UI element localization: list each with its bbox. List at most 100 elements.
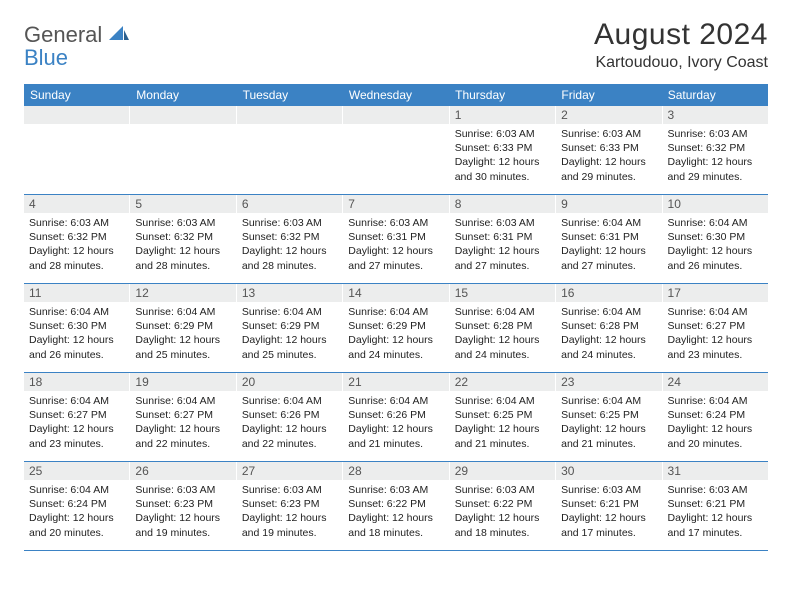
day-number (130, 106, 235, 124)
brand-text: General Blue (24, 24, 129, 70)
day-cell: 12Sunrise: 6:04 AMSunset: 6:29 PMDayligh… (130, 284, 236, 372)
day-detail: Sunrise: 6:03 AMSunset: 6:32 PMDaylight:… (130, 213, 235, 277)
day-number: 4 (24, 195, 129, 213)
day-detail: Sunrise: 6:04 AMSunset: 6:25 PMDaylight:… (556, 391, 661, 455)
day-cell: 5Sunrise: 6:03 AMSunset: 6:32 PMDaylight… (130, 195, 236, 283)
sunrise-text: Sunrise: 6:03 AM (455, 127, 550, 141)
sunrise-text: Sunrise: 6:04 AM (348, 394, 443, 408)
day-cell: 1Sunrise: 6:03 AMSunset: 6:33 PMDaylight… (450, 106, 556, 194)
day-detail: Sunrise: 6:04 AMSunset: 6:28 PMDaylight:… (450, 302, 555, 366)
day-cell: 8Sunrise: 6:03 AMSunset: 6:31 PMDaylight… (450, 195, 556, 283)
day-detail: Sunrise: 6:03 AMSunset: 6:21 PMDaylight:… (663, 480, 768, 544)
daylight-text: Daylight: 12 hours and 22 minutes. (135, 422, 230, 450)
day-number: 16 (556, 284, 661, 302)
day-cell: 25Sunrise: 6:04 AMSunset: 6:24 PMDayligh… (24, 462, 130, 550)
daylight-text: Daylight: 12 hours and 17 minutes. (668, 511, 763, 539)
weekday-header-row: SundayMondayTuesdayWednesdayThursdayFrid… (24, 84, 768, 106)
sunset-text: Sunset: 6:29 PM (348, 319, 443, 333)
daylight-text: Daylight: 12 hours and 29 minutes. (561, 155, 656, 183)
day-cell: 29Sunrise: 6:03 AMSunset: 6:22 PMDayligh… (450, 462, 556, 550)
day-number: 7 (343, 195, 448, 213)
day-cell: 24Sunrise: 6:04 AMSunset: 6:24 PMDayligh… (663, 373, 768, 461)
day-cell: 30Sunrise: 6:03 AMSunset: 6:21 PMDayligh… (556, 462, 662, 550)
day-cell: 28Sunrise: 6:03 AMSunset: 6:22 PMDayligh… (343, 462, 449, 550)
sunrise-text: Sunrise: 6:03 AM (135, 483, 230, 497)
daylight-text: Daylight: 12 hours and 21 minutes. (561, 422, 656, 450)
sunrise-text: Sunrise: 6:04 AM (242, 305, 337, 319)
daylight-text: Daylight: 12 hours and 26 minutes. (29, 333, 124, 361)
day-number (237, 106, 342, 124)
day-number: 11 (24, 284, 129, 302)
daylight-text: Daylight: 12 hours and 28 minutes. (135, 244, 230, 272)
week-row: 11 Sunrise: 6:04 AM Sunset: 6:30 PMDayligh… (24, 284, 768, 373)
day-cell: 23Sunrise: 6:04 AMSunset: 6:25 PMDayligh… (556, 373, 662, 461)
daylight-text: Daylight: 12 hours and 27 minutes. (455, 244, 550, 272)
sunrise-text: Sunrise: 6:03 AM (668, 483, 763, 497)
sunset-text: Sunset: 6:26 PM (348, 408, 443, 422)
month-title: August 2024 (594, 18, 768, 52)
day-detail: Sunrise: 6:03 AMSunset: 6:32 PMDaylight:… (663, 124, 768, 188)
sunrise-text: Sunrise: 6:04 AM (455, 394, 550, 408)
sunset-text: Sunset: 6:23 PM (135, 497, 230, 511)
weekday-header: Monday (130, 84, 236, 106)
sunset-text: Sunset: 6:21 PM (561, 497, 656, 511)
day-cell: 9Sunrise: 6:04 AMSunset: 6:31 PMDaylight… (556, 195, 662, 283)
day-cell: 7Sunrise: 6:03 AMSunset: 6:31 PMDaylight… (343, 195, 449, 283)
day-number: 20 (237, 373, 342, 391)
day-number: 2 (556, 106, 661, 124)
sunrise-text: Sunrise: 6:03 AM (668, 127, 763, 141)
daylight-text: Daylight: 12 hours and 23 minutes. (29, 422, 124, 450)
day-detail: Sunrise: 6:04 AMSunset: 6:29 PMDaylight:… (237, 302, 342, 366)
day-number: 3 (663, 106, 768, 124)
daylight-text: Daylight: 12 hours and 21 minutes. (348, 422, 443, 450)
day-number: 26 (130, 462, 235, 480)
day-cell: 22Sunrise: 6:04 AMSunset: 6:25 PMDayligh… (450, 373, 556, 461)
day-cell: 26Sunrise: 6:03 AMSunset: 6:23 PMDayligh… (130, 462, 236, 550)
title-block: August 2024 Kartoudouo, Ivory Coast (594, 18, 768, 72)
daylight-text: Daylight: 12 hours and 26 minutes. (668, 244, 763, 272)
day-detail: Sunrise: 6:03 AMSunset: 6:32 PMDaylight:… (24, 213, 129, 277)
daylight-text: Daylight: 12 hours and 28 minutes. (29, 244, 124, 272)
sunset-text: Sunset: 6:26 PM (242, 408, 337, 422)
day-number: 5 (130, 195, 235, 213)
sunset-text: Sunset: 6:28 PM (455, 319, 550, 333)
day-number: 31 (663, 462, 768, 480)
weekday-header: Saturday (662, 84, 768, 106)
sunset-text: Sunset: 6:30 PM (29, 319, 124, 333)
sunrise-text: Sunrise: 6:03 AM (242, 216, 337, 230)
day-cell: 16Sunrise: 6:04 AMSunset: 6:28 PMDayligh… (556, 284, 662, 372)
sunset-text: Sunset: 6:29 PM (135, 319, 230, 333)
day-detail: Sunrise: 6:03 AMSunset: 6:21 PMDaylight:… (556, 480, 661, 544)
day-detail: Sunrise: 6:03 AMSunset: 6:22 PMDaylight:… (343, 480, 448, 544)
day-detail: Sunrise: 6:03 AMSunset: 6:22 PMDaylight:… (450, 480, 555, 544)
sunrise-text: Sunrise: 6:04 AM (29, 483, 124, 497)
sunset-text: Sunset: 6:24 PM (668, 408, 763, 422)
day-detail: Sunrise: 6:04 AMSunset: 6:29 PMDaylight:… (343, 302, 448, 366)
day-cell: 11Sunrise: 6:04 AMSunset: 6:30 PMDayligh… (24, 284, 130, 372)
calendar-page: General Blue August 2024 Kartoudouo, Ivo… (0, 0, 792, 569)
sunset-text: Sunset: 6:21 PM (668, 497, 763, 511)
day-detail: Sunrise: 6:04 AMSunset: 6:27 PMDaylight:… (130, 391, 235, 455)
brand-logo: General Blue (24, 18, 129, 70)
sunset-text: Sunset: 6:29 PM (242, 319, 337, 333)
sunrise-text: Sunrise: 6:04 AM (561, 216, 656, 230)
day-number: 30 (556, 462, 661, 480)
day-detail: Sunrise: 6:04 AMSunset: 6:29 PMDaylight:… (130, 302, 235, 366)
sunset-text: Sunset: 6:33 PM (561, 141, 656, 155)
daylight-text: Daylight: 12 hours and 29 minutes. (668, 155, 763, 183)
day-number: 24 (663, 373, 768, 391)
weekday-header: Friday (555, 84, 661, 106)
day-cell: 2Sunrise: 6:03 AMSunset: 6:33 PMDaylight… (556, 106, 662, 194)
day-detail: Sunrise: 6:03 AMSunset: 6:33 PMDaylight:… (450, 124, 555, 188)
day-cell: 19Sunrise: 6:04 AMSunset: 6:27 PMDayligh… (130, 373, 236, 461)
day-detail: Sunrise: 6:04 AMSunset: 6:27 PMDaylight:… (663, 302, 768, 366)
sunrise-text: Sunrise: 6:03 AM (242, 483, 337, 497)
sunset-text: Sunset: 6:32 PM (29, 230, 124, 244)
daylight-text: Daylight: 12 hours and 27 minutes. (348, 244, 443, 272)
location-label: Kartoudouo, Ivory Coast (594, 54, 768, 72)
day-detail: Sunrise: 6:04 AMSunset: 6:25 PMDaylight:… (450, 391, 555, 455)
day-detail: Sunrise: 6:04 AMSunset: 6:24 PMDaylight:… (663, 391, 768, 455)
sunrise-text: Sunrise: 6:04 AM (668, 216, 763, 230)
day-cell (130, 106, 236, 194)
day-cell: 18Sunrise: 6:04 AMSunset: 6:27 PMDayligh… (24, 373, 130, 461)
